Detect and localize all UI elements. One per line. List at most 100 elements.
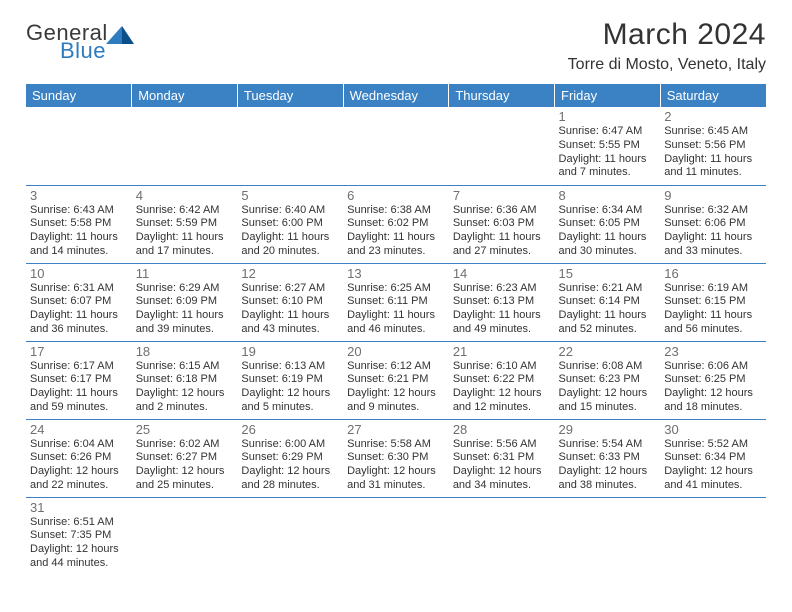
- calendar-empty-cell: [132, 497, 238, 575]
- daylight-text: Daylight: 11 hours and 56 minutes.: [664, 309, 762, 337]
- day-number: 5: [241, 188, 339, 203]
- sunrise-text: Sunrise: 5:52 AM: [664, 438, 762, 452]
- sunrise-text: Sunrise: 6:34 AM: [559, 204, 657, 218]
- daylight-text: Daylight: 11 hours and 36 minutes.: [30, 309, 128, 337]
- calendar-day-cell: 7Sunrise: 6:36 AMSunset: 6:03 PMDaylight…: [449, 185, 555, 263]
- daylight-text: Daylight: 11 hours and 14 minutes.: [30, 231, 128, 259]
- calendar-day-cell: 21Sunrise: 6:10 AMSunset: 6:22 PMDayligh…: [449, 341, 555, 419]
- calendar-day-cell: 19Sunrise: 6:13 AMSunset: 6:19 PMDayligh…: [237, 341, 343, 419]
- calendar-day-cell: 17Sunrise: 6:17 AMSunset: 6:17 PMDayligh…: [26, 341, 132, 419]
- daylight-text: Daylight: 12 hours and 15 minutes.: [559, 387, 657, 415]
- daylight-text: Daylight: 11 hours and 11 minutes.: [664, 153, 762, 181]
- calendar-empty-cell: [449, 497, 555, 575]
- sunset-text: Sunset: 5:55 PM: [559, 139, 657, 153]
- weekday-header: Saturday: [660, 84, 766, 107]
- weekday-header: Sunday: [26, 84, 132, 107]
- daylight-text: Daylight: 12 hours and 44 minutes.: [30, 543, 128, 571]
- brand-triangle-icon: [106, 24, 134, 44]
- sunset-text: Sunset: 5:59 PM: [136, 217, 234, 231]
- calendar-day-cell: 29Sunrise: 5:54 AMSunset: 6:33 PMDayligh…: [555, 419, 661, 497]
- sunset-text: Sunset: 6:26 PM: [30, 451, 128, 465]
- calendar-empty-cell: [343, 107, 449, 185]
- sunrise-text: Sunrise: 6:12 AM: [347, 360, 445, 374]
- sunrise-text: Sunrise: 6:06 AM: [664, 360, 762, 374]
- sunrise-text: Sunrise: 6:23 AM: [453, 282, 551, 296]
- calendar-empty-cell: [237, 107, 343, 185]
- day-number: 22: [559, 344, 657, 359]
- calendar-week-row: 3Sunrise: 6:43 AMSunset: 5:58 PMDaylight…: [26, 185, 766, 263]
- daylight-text: Daylight: 11 hours and 52 minutes.: [559, 309, 657, 337]
- calendar-day-cell: 22Sunrise: 6:08 AMSunset: 6:23 PMDayligh…: [555, 341, 661, 419]
- day-info: Sunrise: 6:13 AMSunset: 6:19 PMDaylight:…: [241, 360, 339, 415]
- calendar-day-cell: 12Sunrise: 6:27 AMSunset: 6:10 PMDayligh…: [237, 263, 343, 341]
- sunrise-text: Sunrise: 6:08 AM: [559, 360, 657, 374]
- day-info: Sunrise: 6:00 AMSunset: 6:29 PMDaylight:…: [241, 438, 339, 493]
- calendar-empty-cell: [237, 497, 343, 575]
- sunset-text: Sunset: 6:23 PM: [559, 373, 657, 387]
- calendar-empty-cell: [26, 107, 132, 185]
- day-number: 12: [241, 266, 339, 281]
- calendar-day-cell: 1Sunrise: 6:47 AMSunset: 5:55 PMDaylight…: [555, 107, 661, 185]
- day-info: Sunrise: 6:51 AMSunset: 7:35 PMDaylight:…: [30, 516, 128, 571]
- day-info: Sunrise: 6:17 AMSunset: 6:17 PMDaylight:…: [30, 360, 128, 415]
- calendar-empty-cell: [449, 107, 555, 185]
- sunset-text: Sunset: 6:07 PM: [30, 295, 128, 309]
- day-number: 25: [136, 422, 234, 437]
- day-info: Sunrise: 6:25 AMSunset: 6:11 PMDaylight:…: [347, 282, 445, 337]
- day-number: 1: [559, 109, 657, 124]
- day-number: 26: [241, 422, 339, 437]
- sunset-text: Sunset: 6:29 PM: [241, 451, 339, 465]
- weekday-header: Wednesday: [343, 84, 449, 107]
- sunrise-text: Sunrise: 6:42 AM: [136, 204, 234, 218]
- calendar-day-cell: 10Sunrise: 6:31 AMSunset: 6:07 PMDayligh…: [26, 263, 132, 341]
- day-number: 2: [664, 109, 762, 124]
- daylight-text: Daylight: 11 hours and 39 minutes.: [136, 309, 234, 337]
- calendar-day-cell: 20Sunrise: 6:12 AMSunset: 6:21 PMDayligh…: [343, 341, 449, 419]
- calendar-day-cell: 11Sunrise: 6:29 AMSunset: 6:09 PMDayligh…: [132, 263, 238, 341]
- daylight-text: Daylight: 12 hours and 38 minutes.: [559, 465, 657, 493]
- day-number: 16: [664, 266, 762, 281]
- daylight-text: Daylight: 12 hours and 28 minutes.: [241, 465, 339, 493]
- sunrise-text: Sunrise: 6:27 AM: [241, 282, 339, 296]
- day-info: Sunrise: 6:32 AMSunset: 6:06 PMDaylight:…: [664, 204, 762, 259]
- sunrise-text: Sunrise: 5:58 AM: [347, 438, 445, 452]
- calendar-empty-cell: [343, 497, 449, 575]
- day-info: Sunrise: 6:34 AMSunset: 6:05 PMDaylight:…: [559, 204, 657, 259]
- brand-blue: Blue: [60, 40, 108, 62]
- day-info: Sunrise: 5:52 AMSunset: 6:34 PMDaylight:…: [664, 438, 762, 493]
- calendar-day-cell: 28Sunrise: 5:56 AMSunset: 6:31 PMDayligh…: [449, 419, 555, 497]
- day-number: 31: [30, 500, 128, 515]
- sunset-text: Sunset: 7:35 PM: [30, 529, 128, 543]
- day-info: Sunrise: 6:06 AMSunset: 6:25 PMDaylight:…: [664, 360, 762, 415]
- weekday-header: Friday: [555, 84, 661, 107]
- calendar-day-cell: 8Sunrise: 6:34 AMSunset: 6:05 PMDaylight…: [555, 185, 661, 263]
- calendar-day-cell: 6Sunrise: 6:38 AMSunset: 6:02 PMDaylight…: [343, 185, 449, 263]
- daylight-text: Daylight: 12 hours and 22 minutes.: [30, 465, 128, 493]
- day-info: Sunrise: 6:47 AMSunset: 5:55 PMDaylight:…: [559, 125, 657, 180]
- sunrise-text: Sunrise: 5:56 AM: [453, 438, 551, 452]
- day-info: Sunrise: 6:36 AMSunset: 6:03 PMDaylight:…: [453, 204, 551, 259]
- sunrise-text: Sunrise: 6:45 AM: [664, 125, 762, 139]
- day-info: Sunrise: 6:08 AMSunset: 6:23 PMDaylight:…: [559, 360, 657, 415]
- day-number: 28: [453, 422, 551, 437]
- weekday-header: Monday: [132, 84, 238, 107]
- calendar-day-cell: 27Sunrise: 5:58 AMSunset: 6:30 PMDayligh…: [343, 419, 449, 497]
- sunset-text: Sunset: 5:56 PM: [664, 139, 762, 153]
- day-info: Sunrise: 6:21 AMSunset: 6:14 PMDaylight:…: [559, 282, 657, 337]
- day-number: 19: [241, 344, 339, 359]
- sunrise-text: Sunrise: 6:13 AM: [241, 360, 339, 374]
- daylight-text: Daylight: 12 hours and 31 minutes.: [347, 465, 445, 493]
- sunrise-text: Sunrise: 6:10 AM: [453, 360, 551, 374]
- sunset-text: Sunset: 6:17 PM: [30, 373, 128, 387]
- daylight-text: Daylight: 12 hours and 25 minutes.: [136, 465, 234, 493]
- sunset-text: Sunset: 6:34 PM: [664, 451, 762, 465]
- sunset-text: Sunset: 6:14 PM: [559, 295, 657, 309]
- sunrise-text: Sunrise: 6:19 AM: [664, 282, 762, 296]
- day-info: Sunrise: 6:27 AMSunset: 6:10 PMDaylight:…: [241, 282, 339, 337]
- day-number: 17: [30, 344, 128, 359]
- sunrise-text: Sunrise: 6:38 AM: [347, 204, 445, 218]
- weekday-header: Tuesday: [237, 84, 343, 107]
- daylight-text: Daylight: 11 hours and 30 minutes.: [559, 231, 657, 259]
- month-title: March 2024: [568, 18, 766, 52]
- day-info: Sunrise: 6:23 AMSunset: 6:13 PMDaylight:…: [453, 282, 551, 337]
